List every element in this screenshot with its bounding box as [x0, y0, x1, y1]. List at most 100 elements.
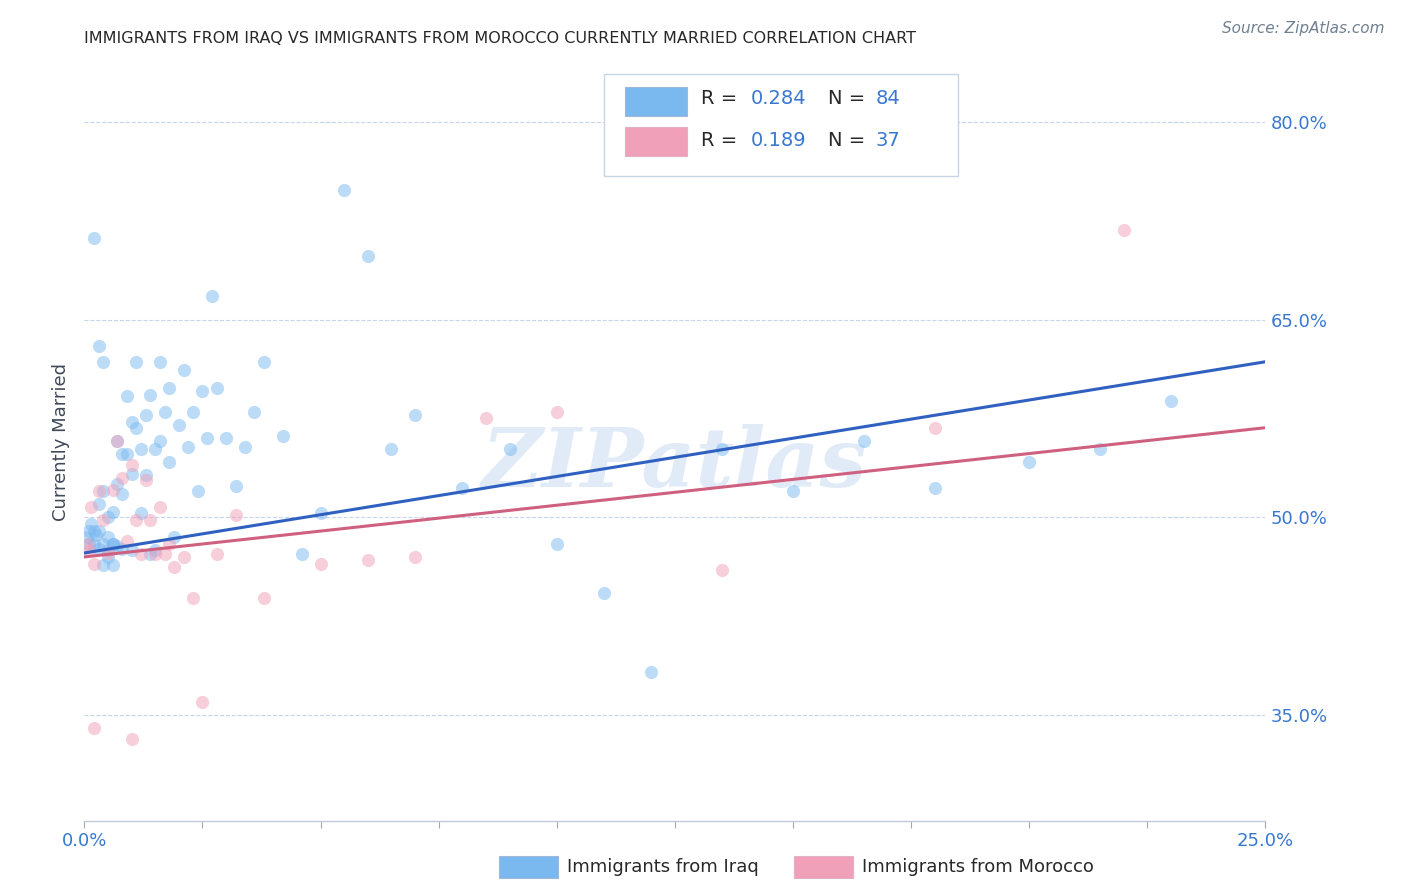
- Point: [1160, 394, 1182, 409]
- Point: [121, 458, 143, 472]
- Point: [97, 543, 120, 558]
- Point: [404, 408, 426, 422]
- Point: [191, 695, 214, 709]
- Text: N =: N =: [828, 88, 872, 108]
- Point: [121, 467, 143, 481]
- Point: [83, 524, 105, 538]
- Point: [191, 384, 214, 398]
- Text: R =: R =: [700, 88, 744, 108]
- Point: [129, 547, 152, 561]
- Point: [125, 513, 148, 527]
- Point: [107, 434, 129, 448]
- Point: [225, 508, 247, 522]
- Point: [83, 722, 105, 736]
- Point: [139, 547, 162, 561]
- Point: [173, 549, 195, 564]
- Point: [121, 416, 143, 430]
- Point: [157, 455, 180, 469]
- Point: [125, 420, 148, 434]
- Point: [380, 442, 402, 456]
- Point: [187, 483, 209, 498]
- Point: [205, 547, 228, 561]
- Point: [111, 541, 134, 556]
- Point: [163, 560, 186, 574]
- Point: [357, 552, 380, 566]
- Point: [87, 524, 110, 538]
- Point: [404, 549, 426, 564]
- Point: [135, 408, 157, 422]
- Point: [924, 481, 946, 495]
- Point: [107, 434, 129, 448]
- Point: [640, 665, 662, 679]
- Point: [205, 381, 228, 395]
- Point: [782, 483, 804, 498]
- Text: Immigrants from Iraq: Immigrants from Iraq: [567, 858, 758, 876]
- Point: [97, 530, 120, 544]
- Point: [139, 513, 162, 527]
- Point: [1018, 455, 1040, 469]
- Text: Source: ZipAtlas.com: Source: ZipAtlas.com: [1222, 21, 1385, 36]
- Point: [1088, 442, 1111, 456]
- Point: [101, 537, 124, 551]
- Point: [83, 557, 105, 571]
- Point: [83, 537, 105, 551]
- Point: [77, 543, 100, 558]
- Point: [498, 442, 520, 456]
- Point: [87, 497, 110, 511]
- Point: [101, 537, 124, 551]
- Point: [125, 355, 148, 369]
- Point: [80, 500, 103, 514]
- Point: [475, 411, 498, 425]
- Point: [333, 183, 356, 197]
- Point: [91, 558, 114, 572]
- Point: [76, 537, 98, 551]
- Point: [87, 339, 110, 353]
- Point: [143, 442, 166, 456]
- Text: 37: 37: [876, 131, 900, 150]
- Point: [157, 537, 180, 551]
- Point: [111, 486, 134, 500]
- Point: [167, 418, 190, 433]
- Point: [253, 355, 276, 369]
- Point: [135, 474, 157, 488]
- Point: [91, 513, 114, 527]
- Text: 0.284: 0.284: [751, 88, 806, 108]
- Point: [101, 505, 124, 519]
- Point: [357, 249, 380, 263]
- Text: R =: R =: [700, 131, 744, 150]
- Point: [225, 479, 247, 493]
- Point: [101, 558, 124, 572]
- Point: [77, 537, 100, 551]
- Point: [163, 530, 186, 544]
- Point: [309, 507, 332, 521]
- Text: IMMIGRANTS FROM IRAQ VS IMMIGRANTS FROM MOROCCO CURRENTLY MARRIED CORRELATION CH: IMMIGRANTS FROM IRAQ VS IMMIGRANTS FROM …: [84, 31, 917, 46]
- Point: [97, 549, 120, 564]
- Point: [309, 557, 332, 571]
- FancyBboxPatch shape: [626, 87, 686, 116]
- Point: [173, 362, 195, 376]
- Point: [153, 547, 176, 561]
- Point: [143, 543, 166, 558]
- Point: [115, 389, 138, 403]
- Point: [233, 441, 256, 455]
- Point: [91, 537, 114, 551]
- Point: [201, 289, 224, 303]
- Point: [451, 481, 474, 495]
- Point: [97, 546, 120, 560]
- Point: [83, 231, 105, 245]
- Point: [115, 534, 138, 549]
- Point: [91, 355, 114, 369]
- Point: [253, 591, 276, 605]
- Point: [87, 483, 110, 498]
- Point: [101, 483, 124, 497]
- Text: N =: N =: [828, 131, 872, 150]
- Point: [153, 405, 176, 419]
- Point: [121, 731, 143, 746]
- Point: [76, 530, 98, 544]
- Point: [177, 441, 200, 455]
- Point: [129, 442, 152, 456]
- Point: [711, 442, 734, 456]
- Point: [107, 540, 129, 554]
- Point: [924, 420, 946, 434]
- Text: Immigrants from Morocco: Immigrants from Morocco: [862, 858, 1094, 876]
